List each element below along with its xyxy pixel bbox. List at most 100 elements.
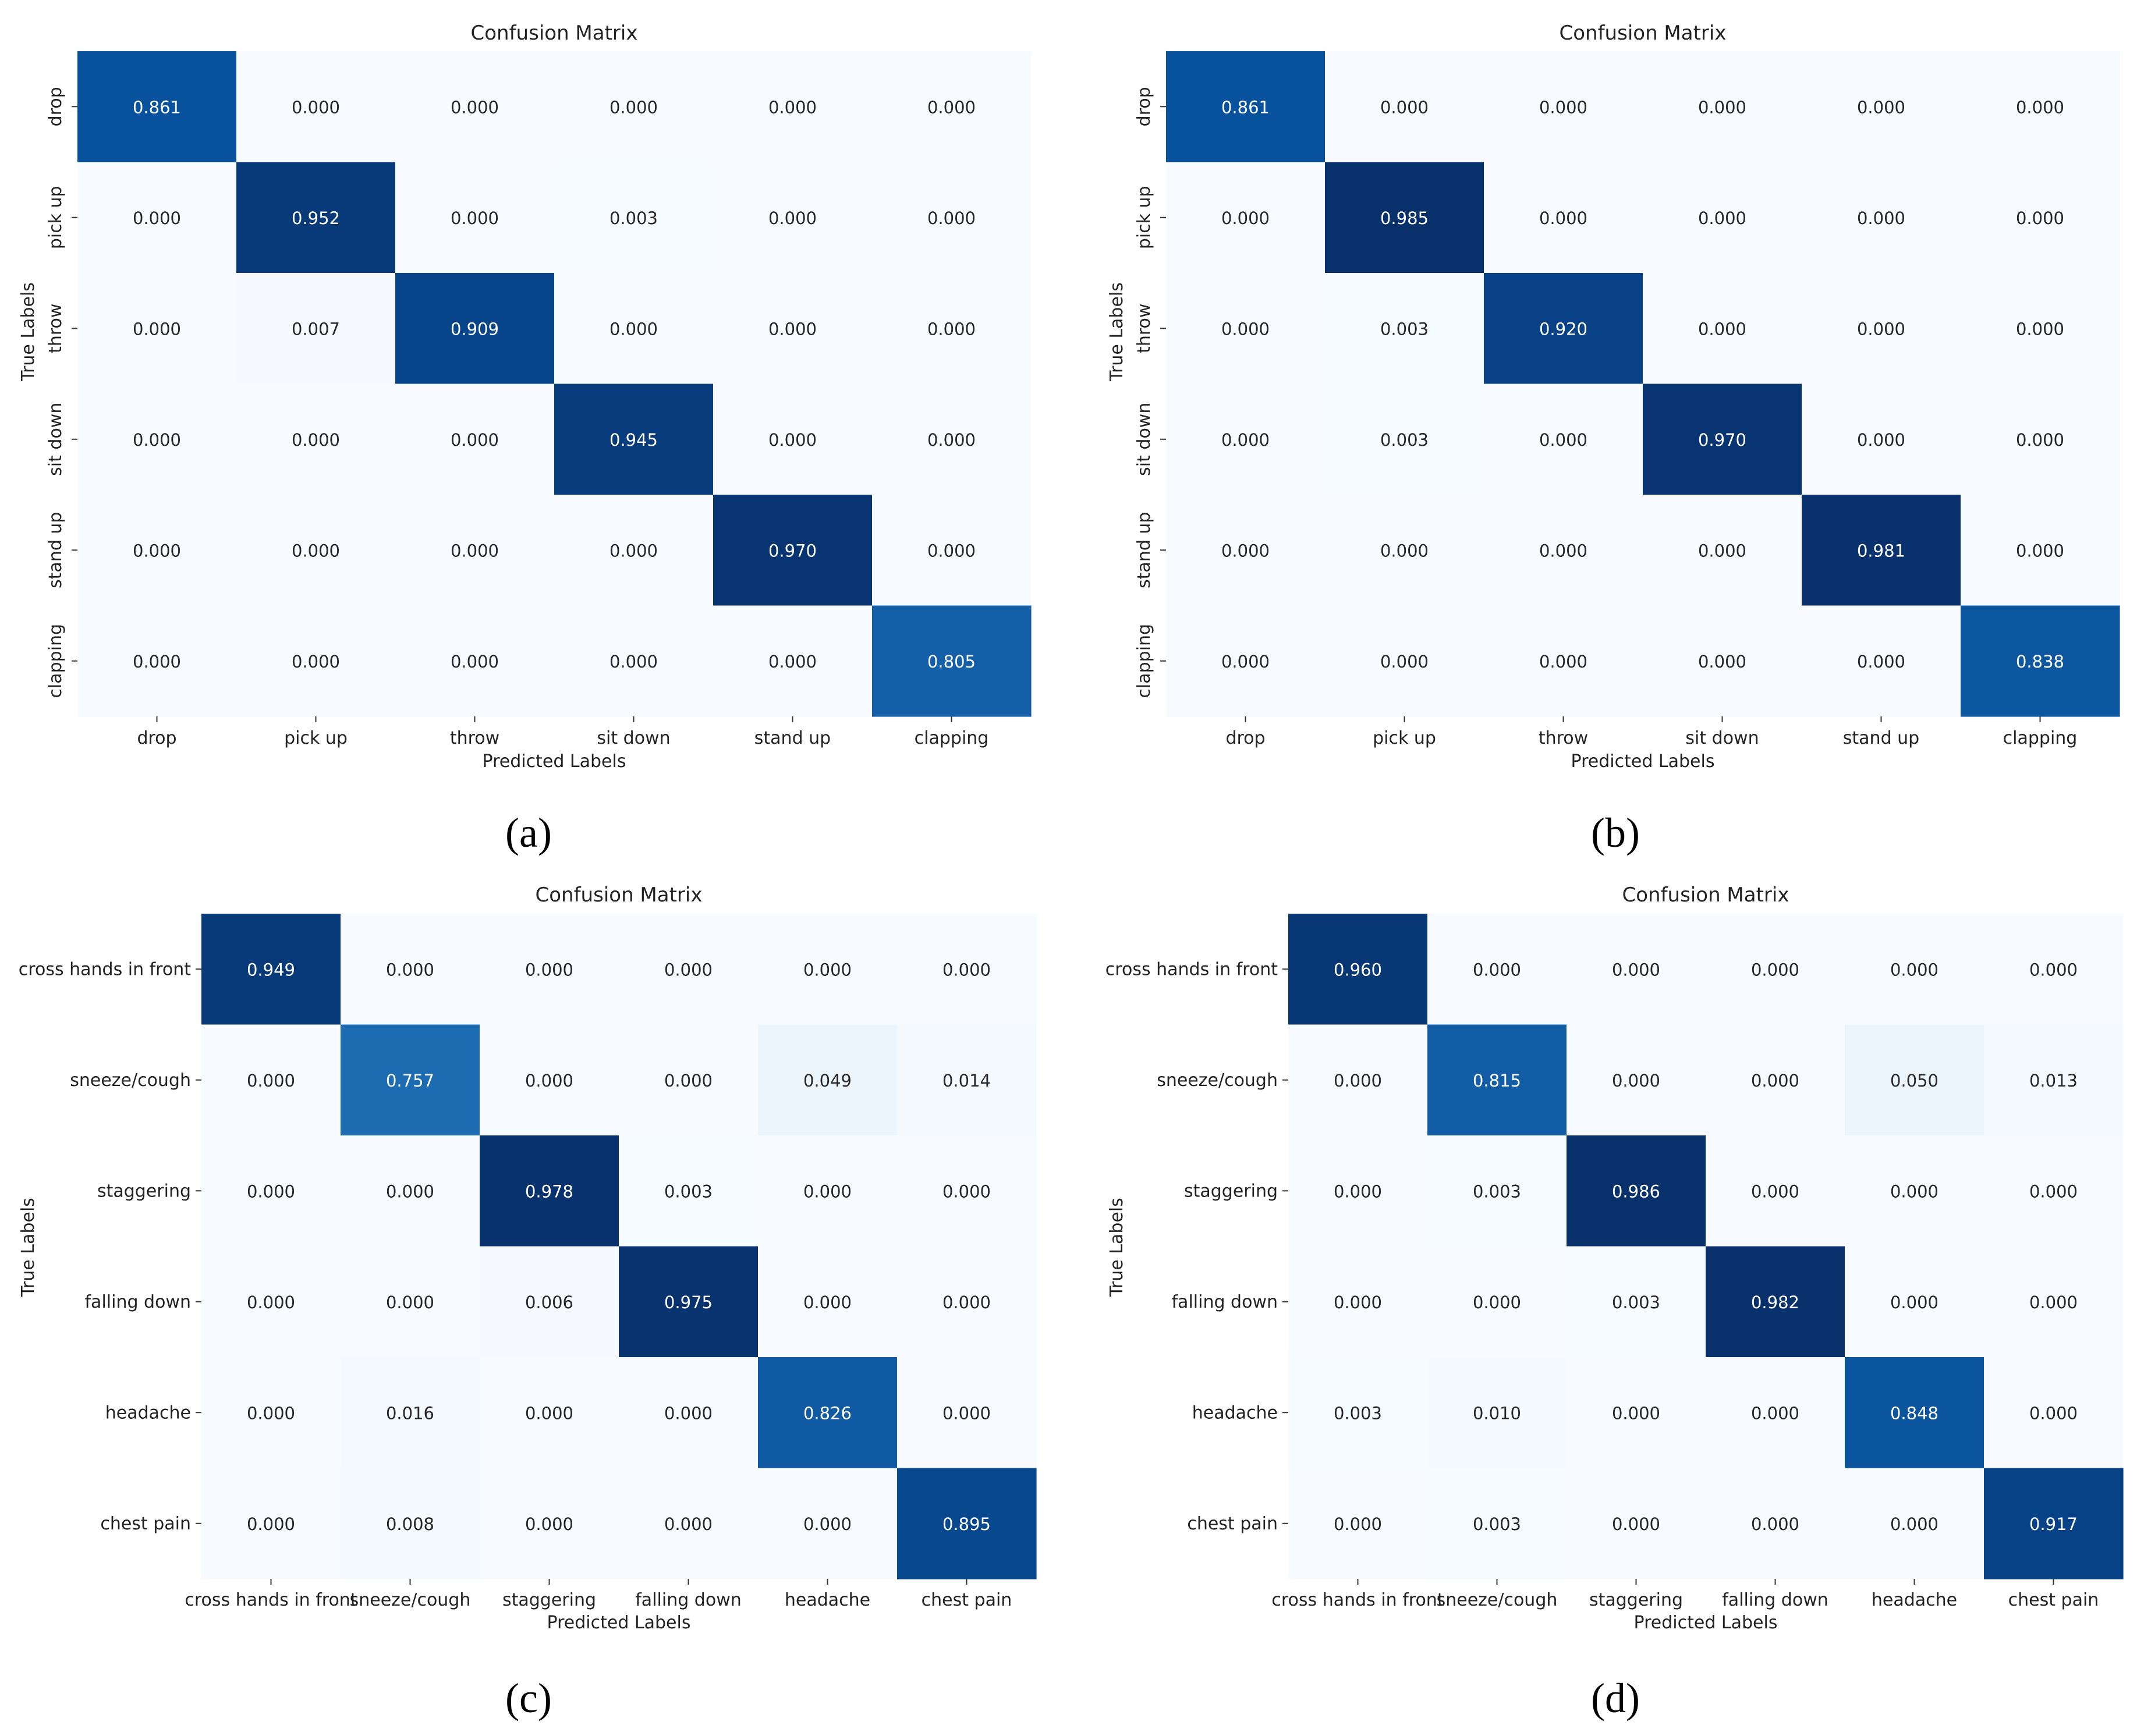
heatmap-cells: 0.861 0.000 0.000 0.000 0.000 0.000 0.000 0.985… [1166, 51, 2120, 717]
cell-value-label: 0.000 [247, 1293, 295, 1312]
cell-value-label: 0.000 [1473, 960, 1521, 979]
cell-value-label: 0.000 [927, 208, 976, 228]
cell-value-label: 0.861 [1221, 97, 1270, 117]
cell-value-label: 0.970 [1698, 430, 1746, 450]
heatmap-cell [713, 384, 873, 495]
cell-value-label: 0.000 [1221, 208, 1270, 228]
cell-value-label: 0.000 [803, 1514, 852, 1534]
cell-value-label: 0.000 [609, 541, 658, 560]
y-tick-label: chest pain [1187, 1514, 1278, 1534]
cell-value-label: 0.000 [942, 1181, 991, 1201]
x-tick-label: staggering [1589, 1590, 1683, 1610]
cell-value-label: 0.945 [609, 430, 658, 450]
cell-value-label: 0.000 [133, 208, 181, 228]
x-axis-label: Predicted Labels [1571, 751, 1715, 772]
y-tick-label: sneeze/cough [70, 1070, 191, 1091]
cell-value-label: 0.010 [1473, 1403, 1521, 1423]
heatmap-cell [201, 1246, 341, 1358]
cell-value-label: 0.000 [292, 541, 340, 560]
cell-value-label: 0.000 [664, 960, 713, 979]
heatmap-cell [554, 384, 714, 495]
heatmap-cell [758, 1135, 898, 1247]
heatmap-cell [1706, 1357, 1845, 1469]
heatmap-cell [554, 605, 714, 717]
heatmap-cell [872, 162, 1032, 274]
heatmap-cell [1484, 384, 1643, 495]
cell-value-label: 0.000 [803, 960, 852, 979]
heatmap-cell [897, 1357, 1037, 1469]
cell-value-label: 0.952 [292, 208, 340, 228]
cell-value-label: 0.000 [1751, 1514, 1799, 1534]
cell-value-label: 0.805 [927, 652, 976, 672]
heatmap-cell [341, 1024, 480, 1136]
heatmap-cell [872, 495, 1032, 606]
heatmap-cell [1706, 914, 1845, 1025]
cell-value-label: 0.848 [1890, 1403, 1938, 1423]
x-tick-label: clapping [2003, 728, 2078, 748]
cell-value-label: 0.970 [768, 541, 817, 560]
heatmap-cell [1484, 162, 1643, 274]
confusion-matrix-panel: Confusion Matrix 0.861 0.000 0.000 0.000 0.00… [1107, 22, 2120, 856]
heatmap-cell [1288, 1135, 1428, 1247]
heatmap-cell [713, 51, 873, 163]
x-axis-label: Predicted Labels [547, 1613, 691, 1633]
cell-value-label: 0.960 [1334, 960, 1382, 979]
heatmap-cell [1802, 273, 1961, 385]
heatmap-cell [713, 605, 873, 717]
x-tick-label: stand up [754, 728, 831, 748]
x-tick-label: throw [1539, 728, 1588, 748]
y-tick-label: sit down [1134, 403, 1154, 476]
x-tick-label: headache [1872, 1590, 1957, 1610]
cell-value-label: 0.000 [927, 430, 976, 450]
x-tick-label: drop [1225, 728, 1265, 748]
panel-caption: (c) [505, 1675, 552, 1721]
confusion-matrix-panel: Confusion Matrix 0.861 0.000 0.000 0.000 0.00… [18, 22, 1032, 856]
heatmap-cell [1845, 914, 1984, 1025]
cell-value-label: 0.000 [2016, 208, 2064, 228]
cell-value-label: 0.000 [803, 1181, 852, 1201]
cell-value-label: 0.000 [1539, 652, 1587, 672]
cell-value-label: 0.000 [1751, 1403, 1799, 1423]
heatmap-cell [758, 1024, 898, 1136]
y-tick-label: pick up [1134, 186, 1154, 249]
heatmap-cell [480, 1468, 619, 1579]
cell-value-label: 0.000 [1612, 1514, 1660, 1534]
heatmap-cell [1325, 495, 1484, 606]
y-tick-label: staggering [97, 1181, 191, 1201]
cell-value-label: 0.000 [1857, 208, 1905, 228]
heatmap-cell [1325, 51, 1484, 163]
y-tick-label: drop [45, 87, 66, 126]
heatmap-cell [1427, 1246, 1567, 1358]
cell-value-label: 0.949 [247, 960, 295, 979]
cell-value-label: 0.000 [609, 97, 658, 117]
heatmap-cell [480, 1024, 619, 1136]
cell-value-label: 0.861 [133, 97, 181, 117]
y-axis-label: True Labels [1107, 282, 1127, 382]
cell-value-label: 0.826 [803, 1403, 852, 1423]
y-tick-label: drop [1134, 87, 1154, 126]
y-tick-label: headache [1192, 1403, 1278, 1423]
heatmap-cell [395, 51, 555, 163]
cell-value-label: 0.000 [768, 430, 817, 450]
heatmap-cell [758, 1357, 898, 1469]
heatmap-cells: 0.949 0.000 0.000 0.000 0.000 0.000 0.000 0.757… [201, 914, 1037, 1579]
heatmap-cell [758, 1246, 898, 1358]
cell-value-label: 0.000 [1539, 541, 1587, 560]
y-tick-label: staggering [1184, 1181, 1278, 1201]
confusion-matrix-panel: Confusion Matrix 0.949 0.000 0.000 0.000 0.00… [18, 883, 1037, 1721]
cell-value-label: 0.000 [768, 319, 817, 339]
heatmap-cells: 0.960 0.000 0.000 0.000 0.000 0.000 0.000 0.815… [1288, 914, 2124, 1579]
cell-value-label: 0.000 [768, 652, 817, 672]
heatmap-cell [77, 384, 237, 495]
y-tick-label: headache [105, 1403, 191, 1423]
y-tick-label: chest pain [100, 1514, 191, 1534]
cell-value-label: 0.000 [664, 1071, 713, 1091]
heatmap-cell [395, 605, 555, 717]
heatmap-cell [1845, 1468, 1984, 1579]
heatmap-cell [619, 1357, 759, 1469]
cell-value-label: 0.986 [1612, 1181, 1660, 1201]
heatmap-cell [395, 384, 555, 495]
cell-value-label: 0.000 [525, 960, 573, 979]
cell-value-label: 0.000 [927, 97, 976, 117]
